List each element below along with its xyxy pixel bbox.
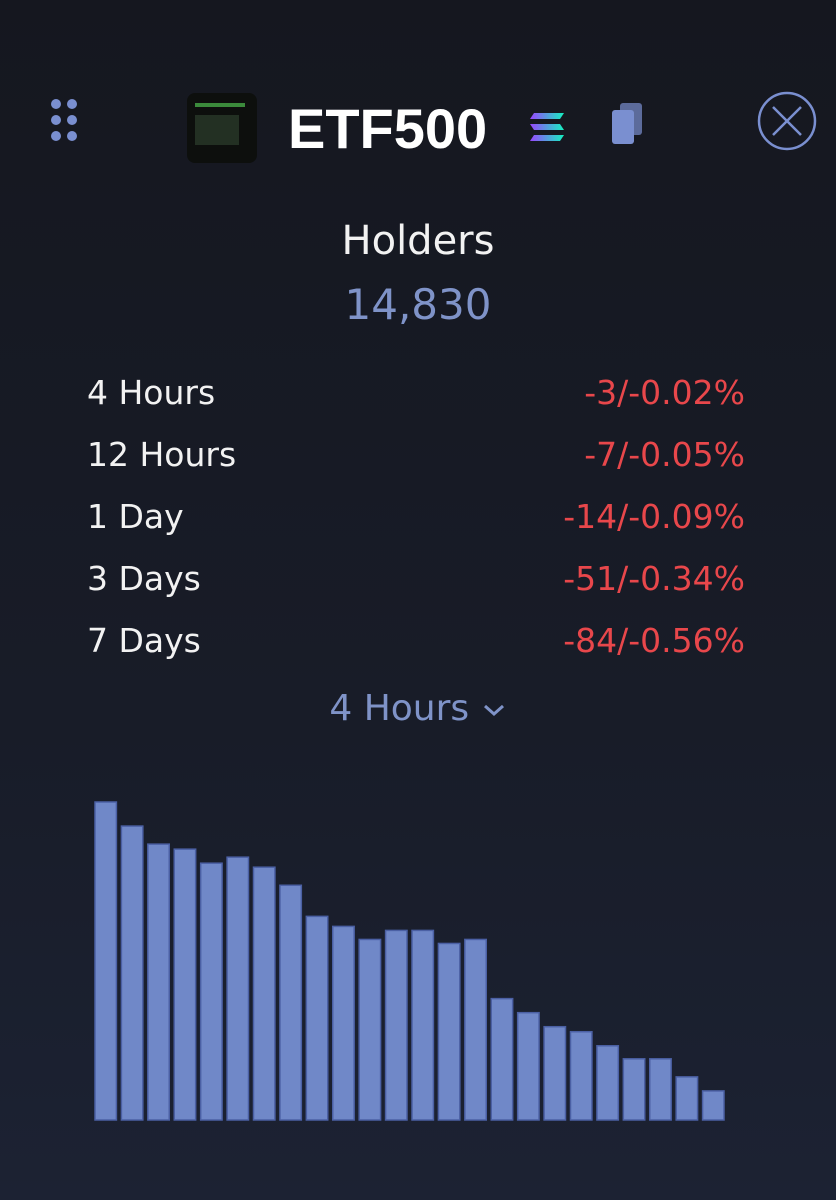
change: -14/-0.09%	[563, 497, 745, 536]
period-selector[interactable]: 4 Hours	[0, 688, 836, 729]
menu-icon[interactable]	[51, 99, 77, 141]
period: 1 Day	[87, 497, 184, 536]
period: 12 Hours	[87, 435, 237, 474]
bar	[120, 825, 144, 1121]
bar-chart	[94, 801, 725, 1121]
change-row: 3 Days -51/-0.34%	[87, 554, 745, 604]
selector-label: 4 Hours	[329, 688, 470, 729]
bar	[332, 925, 355, 1121]
change: -3/-0.02%	[584, 373, 745, 412]
bar	[622, 1058, 646, 1121]
bar	[252, 866, 276, 1121]
bar	[226, 856, 250, 1121]
period: 3 Days	[87, 559, 201, 598]
bar	[543, 1025, 567, 1121]
chain-icon	[530, 113, 564, 141]
bar	[358, 938, 382, 1121]
change-row: 7 Days -84/-0.56%	[87, 616, 745, 666]
holders-label: Holders	[341, 218, 495, 264]
token-title: ETF500	[288, 97, 487, 160]
bar	[464, 938, 488, 1121]
change: -84/-0.56%	[563, 621, 745, 660]
change: -7/-0.05%	[584, 435, 745, 474]
bar	[411, 929, 435, 1121]
header-bar: ETF500	[51, 91, 817, 163]
period: 7 Days	[87, 621, 201, 660]
bar	[147, 843, 170, 1121]
copy-icon[interactable]	[612, 103, 642, 144]
close-button[interactable]	[757, 91, 817, 151]
period: 4 Hours	[87, 373, 216, 412]
change: -51/-0.34%	[563, 559, 745, 598]
holders-value: 14,830	[344, 280, 492, 329]
bar	[596, 1045, 620, 1121]
chevron	[483, 704, 504, 717]
bar	[279, 884, 303, 1121]
bar	[490, 997, 514, 1121]
bar	[199, 862, 223, 1121]
change-row: 1 Day -14/-0.09%	[87, 492, 745, 542]
bar	[516, 1011, 540, 1121]
bar	[94, 801, 118, 1121]
bar	[384, 929, 408, 1121]
token-logo	[187, 93, 257, 163]
change-row: 12 Hours -7/-0.05%	[87, 430, 745, 480]
bar	[173, 848, 197, 1121]
bar	[675, 1076, 699, 1121]
bar	[305, 915, 329, 1121]
bar	[569, 1030, 593, 1121]
change-row: 4 Hours -3/-0.02%	[87, 368, 745, 418]
bar	[701, 1090, 725, 1121]
bar	[437, 942, 461, 1121]
bar	[649, 1058, 672, 1121]
